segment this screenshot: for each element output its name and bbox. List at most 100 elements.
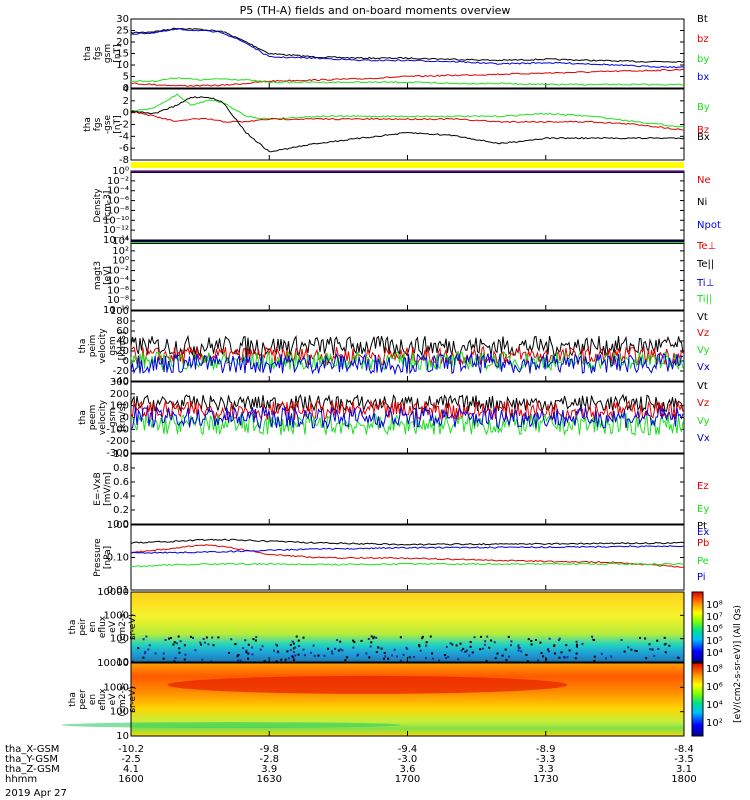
spectrogram-pixel — [244, 639, 247, 642]
legend-entry: Bz — [697, 125, 709, 136]
x-axis-tick-label: -3.0 — [398, 754, 418, 765]
colorbar-tick-label: 10⁶ — [706, 624, 723, 635]
spectrogram-pixel — [466, 649, 469, 652]
spectrogram-pixel — [375, 651, 378, 654]
spectrogram-pixel — [600, 652, 603, 655]
y-tick-label: 10⁻¹⁰ — [103, 215, 129, 226]
y-axis-label: magt3[eV] — [93, 261, 113, 290]
spectrogram-pixel — [337, 649, 340, 652]
spectrogram-pixel — [330, 650, 333, 653]
spectrogram-pixel — [247, 643, 250, 646]
x-axis-tick-label: 3.3 — [538, 764, 554, 775]
spectrogram-pixel — [239, 659, 242, 662]
spectrogram-pixel — [547, 648, 550, 651]
spectrogram-pixel — [292, 650, 295, 653]
spectrogram-pixel — [287, 657, 290, 660]
spectrogram-pixel — [610, 655, 613, 658]
spectrogram-pixel — [313, 654, 316, 657]
spectrogram-pixel — [237, 654, 240, 657]
y-tick-label: 1000 — [104, 610, 129, 621]
legend-entry: Ez — [697, 481, 709, 492]
spectrogram-pixel — [178, 647, 181, 650]
spectrogram-pixel — [234, 643, 237, 646]
spectrogram-pixel — [493, 641, 496, 644]
spectrogram-pixel — [382, 657, 385, 660]
series-vt-line — [130, 334, 684, 358]
x-axis-tick-label: 3.6 — [400, 764, 416, 775]
legend-entry: Vy — [697, 345, 710, 356]
y-tick-label: 10⁻⁸ — [107, 295, 129, 306]
colorbar-tick-label: 10⁶ — [706, 682, 723, 693]
spectrogram-pixel — [377, 646, 380, 649]
y-tick-label: 15 — [116, 49, 129, 60]
legend-entry: Vz — [697, 328, 709, 339]
x-axis-row-label: tha_X-GSM — [5, 744, 59, 755]
y-tick-label: 10⁰ — [112, 166, 129, 177]
colorbar-tick-label: 10⁸ — [706, 664, 723, 675]
y-tick-label: 200 — [110, 389, 129, 400]
spectrogram-pixel — [339, 648, 342, 651]
spectrogram-pixel — [517, 649, 520, 652]
spectrogram-pixel — [370, 635, 373, 638]
spectrogram-pixel — [312, 644, 315, 647]
spectrogram-pixel — [372, 637, 375, 640]
panel-frame — [130, 88, 685, 161]
spectrogram-pixel — [368, 656, 371, 659]
y-tick-label: 25 — [116, 26, 129, 37]
panel-frame — [130, 453, 685, 525]
y-tick-label: 4 — [123, 84, 129, 95]
panel-9: 10000 1000 100 10 thapeirenefluxeV(cm2-s-sr-… — [68, 587, 685, 668]
spectrogram-pixel — [657, 647, 660, 650]
spectrogram-pixel — [286, 650, 289, 653]
spectrogram-pixel — [327, 647, 330, 650]
x-axis-row-label: tha_Z-GSM — [5, 764, 60, 775]
spectrogram-pixel — [162, 652, 165, 655]
spectrogram-pixel — [593, 659, 596, 662]
spectrogram-pixel — [387, 657, 390, 660]
spectrogram-pixel — [280, 658, 283, 661]
y-tick-label: 10⁻⁸ — [107, 205, 129, 216]
spectrogram-pixel — [341, 649, 344, 652]
y-tick-label: 1.0 — [113, 449, 129, 460]
spectrogram-pixel — [289, 649, 292, 652]
spectrogram-pixel — [526, 660, 529, 663]
spectrogram-pixel — [623, 650, 626, 653]
spectrogram-pixel — [520, 650, 523, 653]
y-tick-label: 10 — [116, 60, 129, 71]
spectrogram-pixel — [507, 635, 510, 638]
spectrogram-pixel — [302, 648, 305, 651]
spectrogram-pixel — [560, 651, 563, 654]
spectrogram-pixel — [184, 653, 187, 656]
spectrogram-pixel — [168, 637, 171, 640]
spectrogram-pixel — [144, 650, 147, 653]
series-pb-line — [130, 544, 685, 568]
spectrogram-pixel — [336, 639, 339, 642]
spectrogram-pixel — [396, 655, 399, 658]
spectrogram-pixel — [547, 650, 550, 653]
spectrogram-pixel — [276, 650, 279, 653]
y-tick-label: 10⁻² — [107, 176, 129, 187]
x-axis-tick-label: 1700 — [395, 774, 420, 785]
y-tick-label: -300 — [106, 448, 129, 459]
spectrogram-pixel — [207, 643, 210, 646]
spectrogram-pixel — [471, 651, 474, 654]
spectrogram-pixel — [525, 653, 528, 656]
spectrogram-pixel — [217, 636, 220, 639]
figure-title: P5 (TH-A) fields and on-board moments ov… — [240, 4, 511, 17]
x-axis-row-label: hhmm — [5, 774, 37, 785]
legend-entry: By — [697, 102, 710, 113]
x-axis-row-label: tha_Y-GSM — [5, 754, 58, 765]
spectrogram-pixel — [365, 652, 368, 655]
spectrogram-pixel — [173, 641, 176, 644]
y-axis-label: thafgsgsm[nT] — [83, 44, 123, 63]
x-axis-tick-label: 1800 — [671, 774, 696, 785]
legend-entry: Vy — [697, 416, 710, 427]
spectrogram-pixel — [542, 655, 545, 658]
spectrogram-pixel — [517, 644, 520, 647]
series-vz-line — [130, 399, 684, 422]
x-axis-tick-label: 1730 — [533, 774, 558, 785]
spectrogram-pixel — [236, 655, 239, 658]
spectrogram-pixel — [575, 643, 578, 646]
